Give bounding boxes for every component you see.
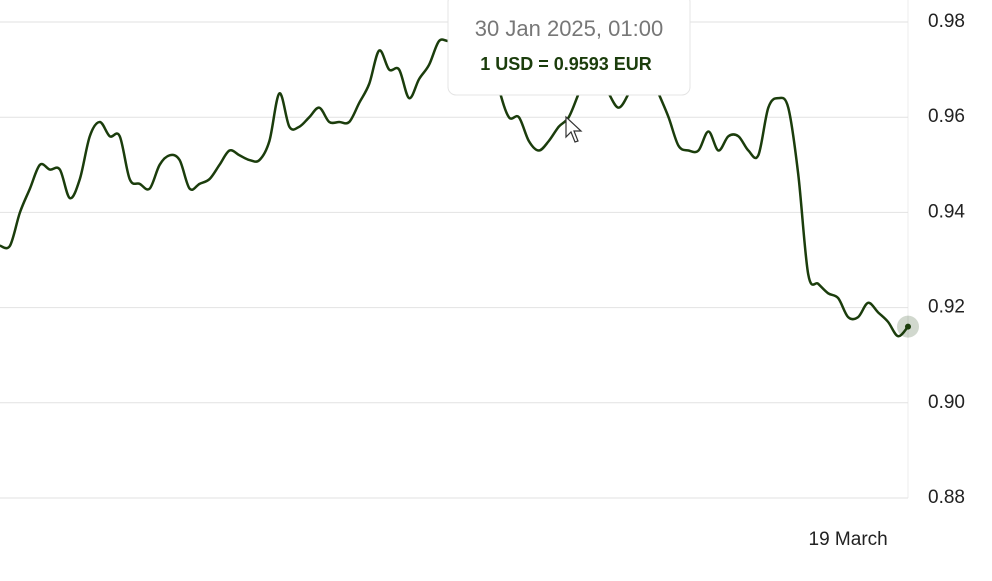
tooltip-date: 30 Jan 2025, 01:00 [475, 16, 663, 41]
grid: 0.88 0.90 0.92 0.94 0.96 0.98 19 March [0, 11, 965, 550]
tooltip: 30 Jan 2025, 01:00 1 USD = 0.9593 EUR [447, 0, 691, 96]
y-tick-label: 0.88 [928, 487, 965, 508]
y-tick-label: 0.90 [928, 392, 965, 413]
end-point [905, 323, 911, 330]
y-tick-label: 0.98 [928, 11, 965, 32]
cursor [565, 115, 583, 143]
y-tick-label: 0.92 [928, 297, 965, 318]
tooltip-text: 1 USD = 0.9593 EUR [480, 54, 652, 74]
x-tick-label: 19 March [809, 529, 888, 550]
tooltip-box [447, 0, 691, 96]
y-tick-label: 0.94 [928, 201, 965, 222]
y-tick-label: 0.96 [928, 106, 965, 127]
